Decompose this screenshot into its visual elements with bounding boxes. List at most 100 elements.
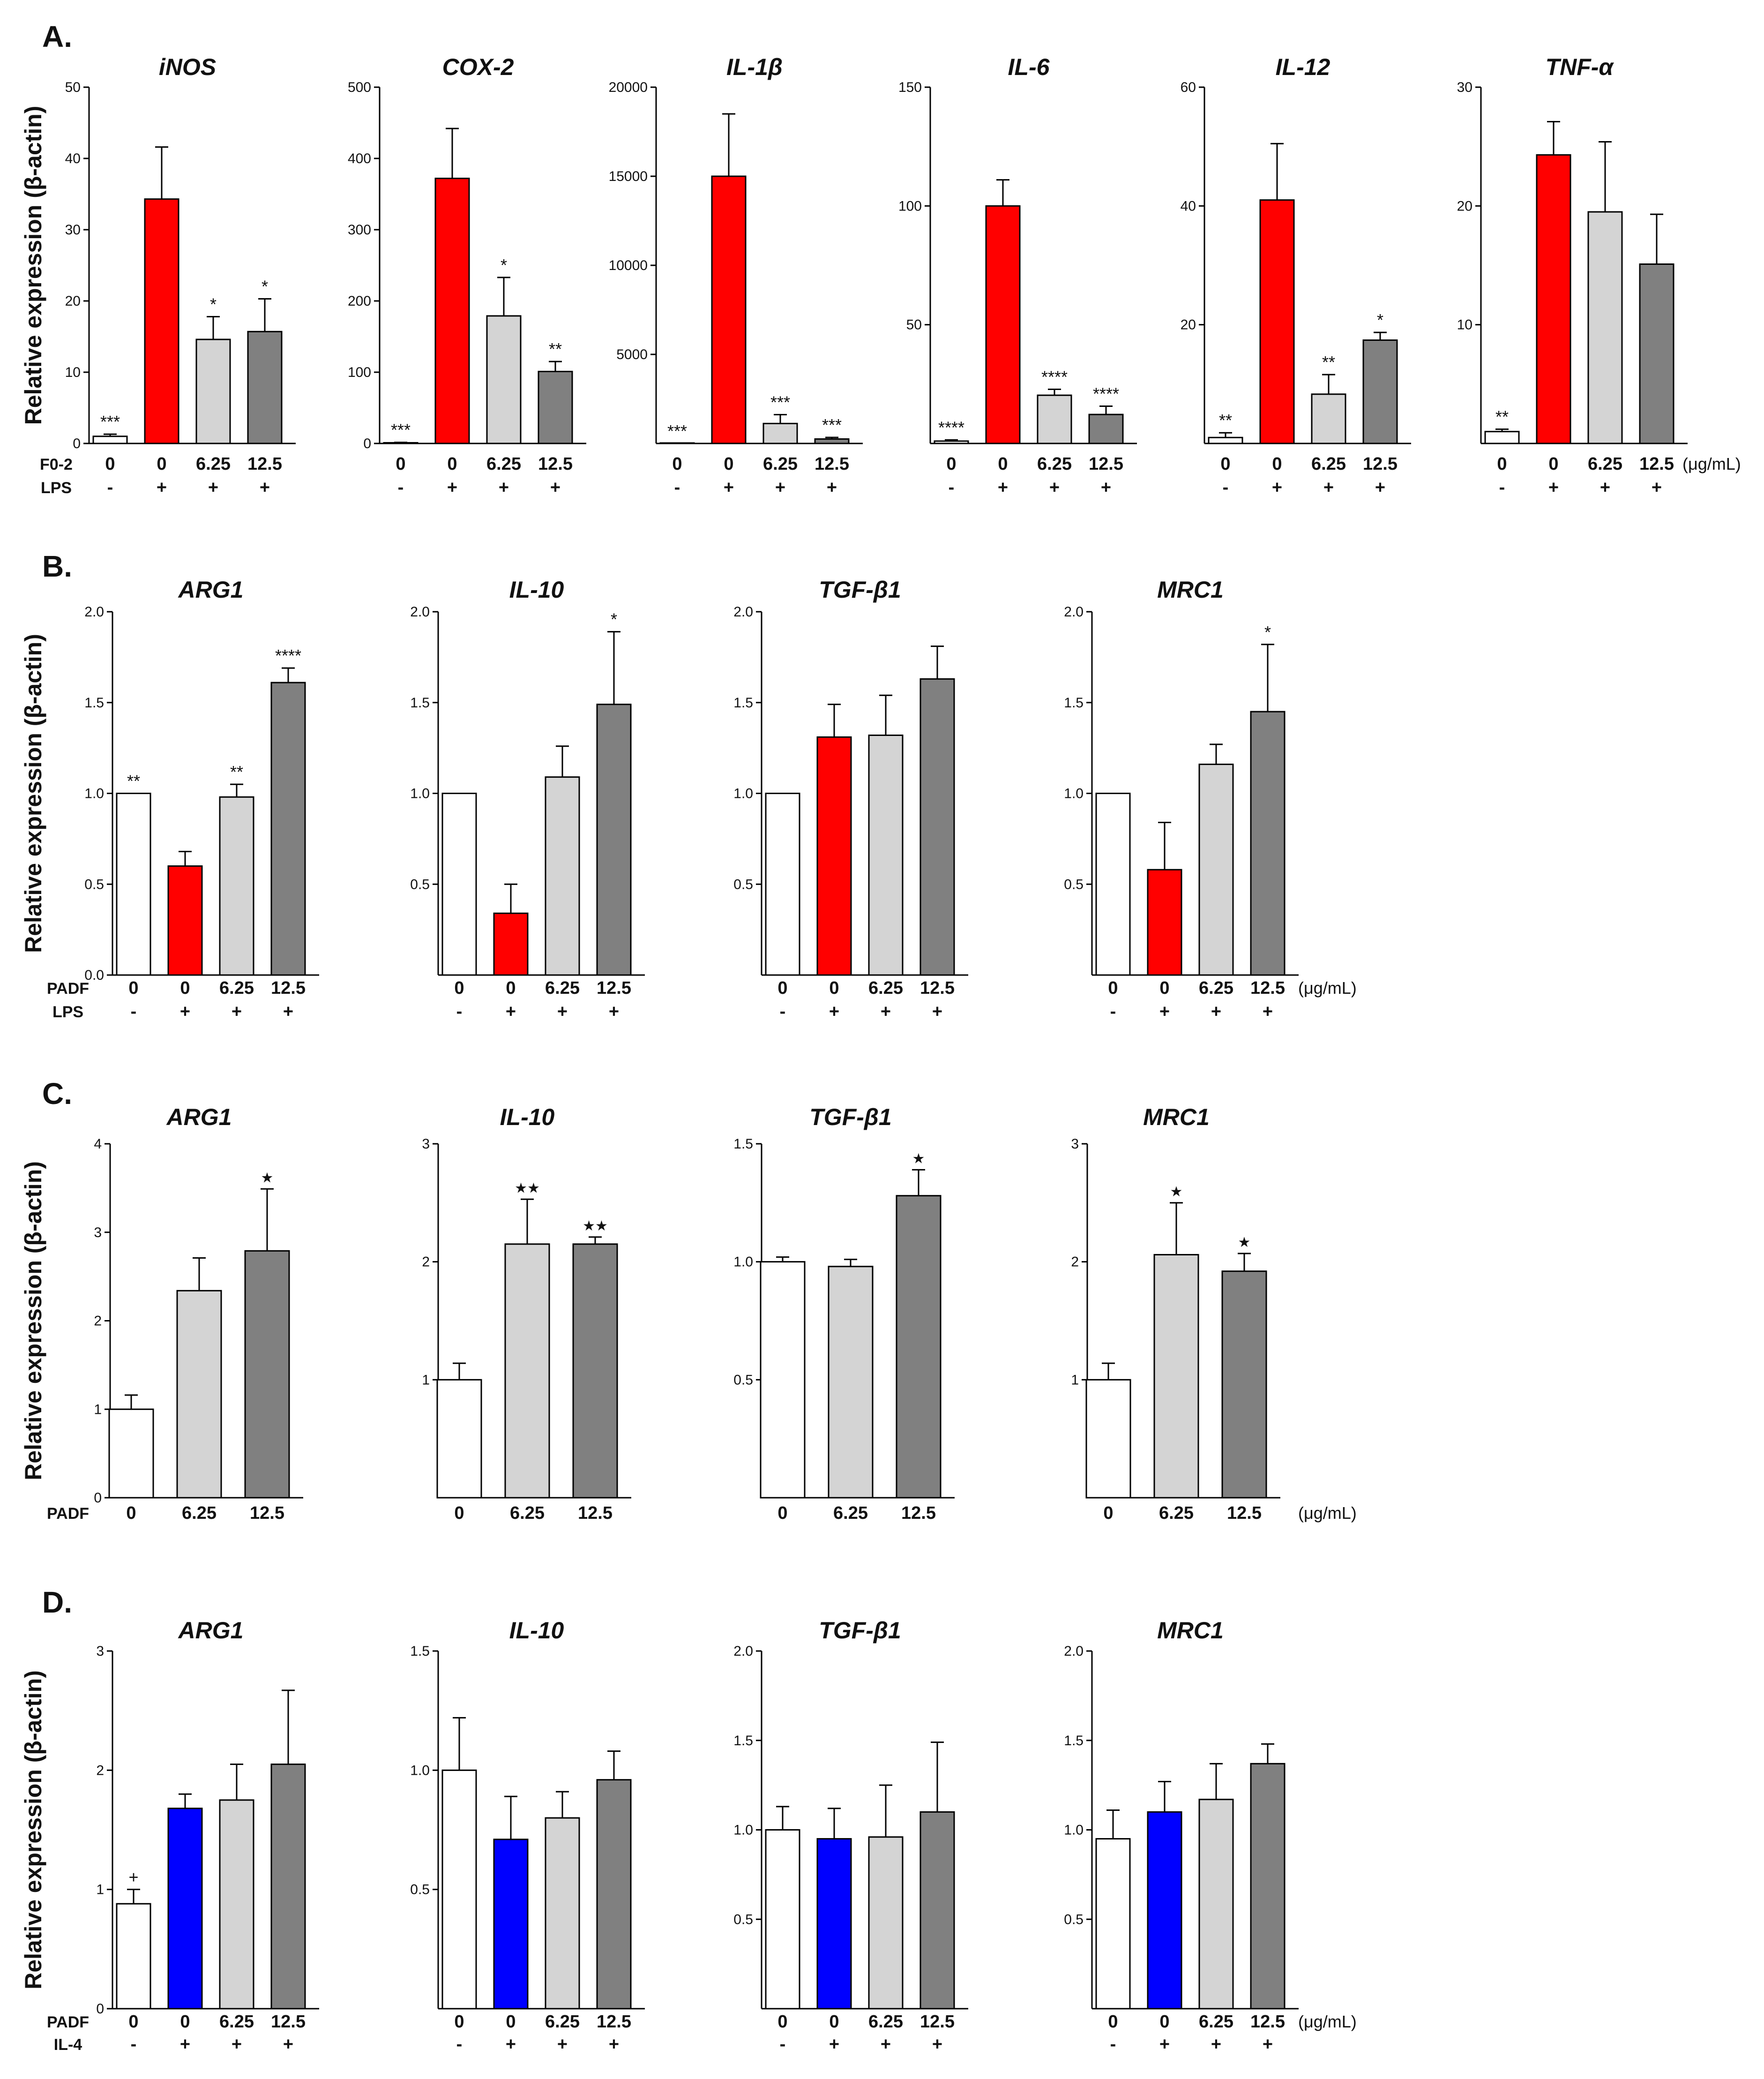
significance-marker: **** [1093,384,1119,403]
stimulus-label: - [674,478,680,497]
y-tick-label: 1 [422,1372,430,1388]
bar [270,682,306,976]
dose-label: 6.25 [1159,1503,1194,1523]
significance-marker: *** [822,415,842,435]
y-tick-label: 0.5 [733,1912,753,1927]
dose-label: 0 [1108,2012,1118,2032]
dose-label: 6.25 [868,978,903,998]
y-tick-label: 2 [1071,1254,1079,1270]
bar [441,1769,477,2010]
chart-title: TGF-β1 [819,577,901,603]
y-tick-label: 1.0 [410,786,430,802]
y-tick-label: 1 [1071,1372,1079,1388]
bar [167,865,203,976]
bar [195,338,231,444]
y-tick-label: 2 [94,1313,102,1329]
bar [545,1817,580,2010]
y-tick-label: 10 [1457,317,1472,333]
y-tick-label: 20 [65,293,81,309]
bar [1147,1811,1182,2010]
chart-il-10: 1 2 3 IL-10 0 ★★ 6.25 ★★ 12.5 [422,1104,631,1523]
dose-label: 12.5 [597,978,631,998]
y-tick-label: 20 [1457,198,1472,214]
unit-label: (μg/mL) [1298,1503,1357,1523]
y-tick-label: 1.0 [733,1823,753,1838]
bar [1362,339,1398,444]
chart-mrc1: 1 2 3 MRC1 0 ★ 6.25 ★ 12.5 [1071,1104,1280,1523]
y-tick-label: 2.0 [733,1644,753,1659]
bar [816,1838,852,2010]
y-tick-label: 3 [94,1225,102,1240]
chart-title: ARG1 [166,1104,232,1130]
dose-label: 6.25 [510,1503,545,1523]
y-tick-label: 2.0 [84,604,104,620]
y-tick-label: 40 [1181,198,1196,214]
dose-label: 12.5 [1227,1503,1262,1523]
panel-letter: D. [42,1585,72,1619]
bar [1587,211,1623,444]
bar [814,438,850,444]
bar [1198,1799,1234,2010]
panel-d: D. Relative expression (β-actin) PADF IL-4 (… [20,1585,1357,2054]
y-tick-label: 30 [65,222,81,238]
bar [1311,393,1346,444]
y-tick-label: 0.5 [1064,877,1084,892]
chart-arg1: 0.0 0.5 1.0 1.5 2.0 ARG1 ** 0 - 0 + ** 6.25 + **** 12.5… [84,577,319,1021]
stimulus-label: - [456,1002,463,1021]
stimulus-label: + [506,1002,516,1021]
dose-label: 6.25 [1588,454,1622,474]
panel-b: B. Relative expression (β-actin) PADF LPS (μ… [20,549,1357,1021]
row-name-label: IL-4 [54,2036,82,2054]
dose-label: 0 [157,454,166,474]
bar [868,735,904,976]
y-tick-label: 2.0 [1064,604,1084,620]
significance-marker: *** [391,420,411,440]
chart-il-6: 50 100 150 IL-6 **** 0 - 0 + **** 6.25 + **** 12.5 + [898,54,1137,497]
panel-letter: B. [42,549,72,583]
y-tick-label: 1.5 [733,1136,753,1152]
significance-marker: * [210,294,217,314]
dose-label: 12.5 [250,1503,284,1523]
y-tick-label: 30 [1457,80,1472,95]
dose-label: 0 [829,978,839,998]
significance-marker: * [1377,310,1383,330]
dose-label: 0 [777,1503,787,1523]
dose-label: 6.25 [219,2012,254,2032]
y-tick-label: 300 [348,222,371,238]
dose-label: 0 [724,454,733,474]
chart-title: COX-2 [442,54,514,80]
dose-label: 6.25 [545,2012,580,2032]
y-tick-label: 1.0 [733,1254,753,1270]
dose-label: 0 [126,1503,136,1523]
dose-label: 6.25 [868,2012,903,2032]
chart-cox-2: 0 100 200 300 400 500 COX-2 *** 0 - 0 + * 6.25 + ** 12.5… [348,54,586,497]
bar [919,678,955,976]
y-tick-label: 3 [422,1136,430,1152]
y-tick-label: 0.5 [410,1882,430,1898]
row-name-label: LPS [52,1003,83,1021]
stimulus-label: + [1272,478,1282,497]
chart-title: TGF-β1 [819,1617,901,1644]
bar [765,793,800,976]
y-tick-label: 1 [94,1402,102,1417]
bar [92,435,128,444]
dose-label: 6.25 [486,454,521,474]
y-tick-label: 1.5 [1064,1733,1084,1749]
bar [711,175,747,444]
y-tick-label: 40 [65,151,81,166]
bar [486,315,522,444]
y-tick-label: 1.5 [410,695,430,711]
dose-label: 0 [128,2012,138,2032]
y-tick-label: 60 [1181,80,1196,95]
y-tick-label: 0.0 [84,968,104,983]
chart-title: iNOS [159,54,216,80]
y-axis-label: Relative expression (β-actin) [20,106,46,425]
dose-label: 12.5 [1089,454,1123,474]
bar [441,793,477,976]
significance-marker: * [501,255,507,275]
stimulus-label: - [1110,1002,1116,1021]
stimulus-label: + [881,2034,891,2054]
chart-title: MRC1 [1157,1617,1224,1644]
y-tick-label: 1.0 [1064,786,1084,802]
